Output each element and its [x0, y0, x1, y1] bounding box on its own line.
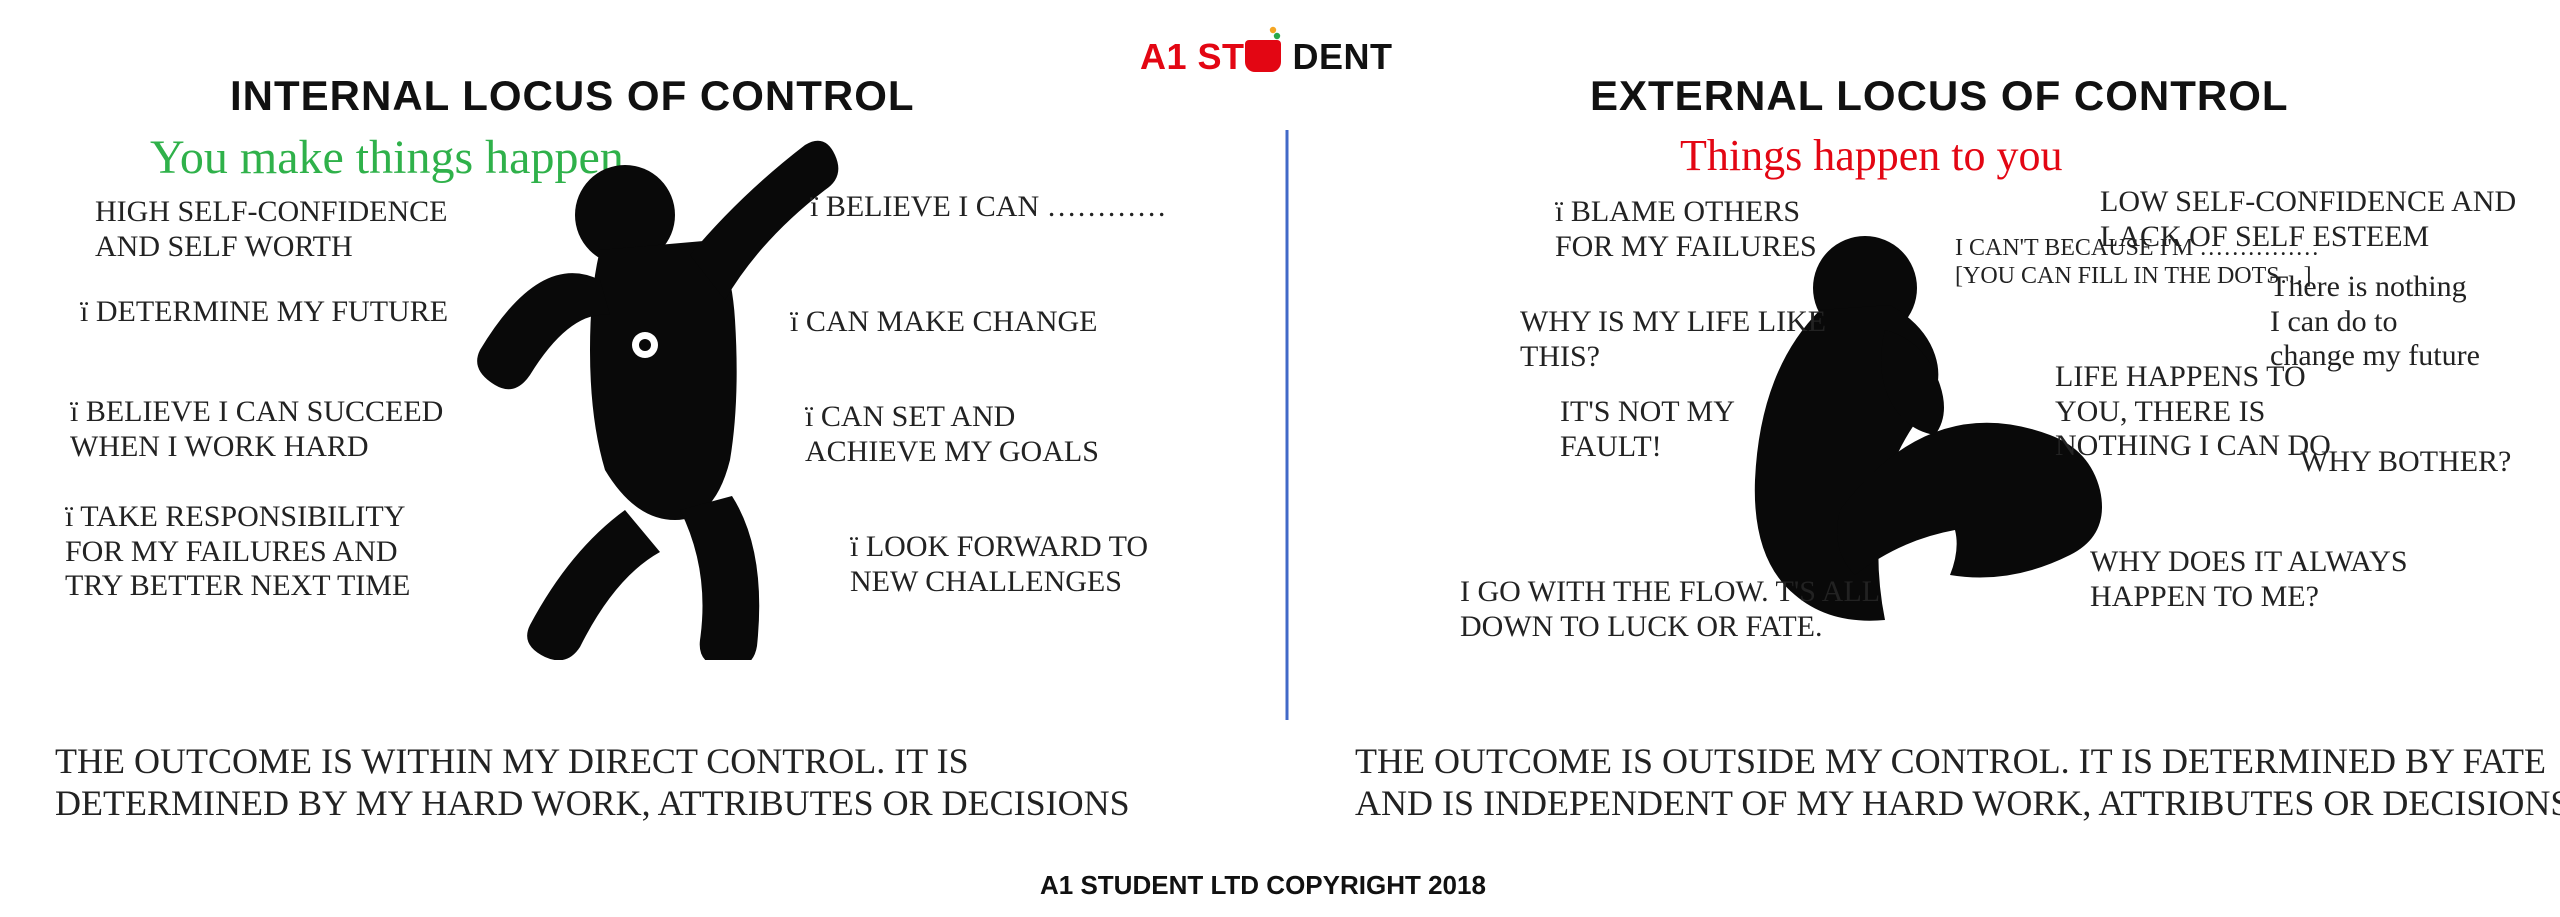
internal-item-6: ï CAN SET AND ACHIEVE MY GOALS [805, 400, 1099, 469]
external-item-8: WHY BOTHER? [2300, 445, 2511, 480]
external-item-0: ï BLAME OTHERS FOR MY FAILURES [1555, 195, 1817, 264]
internal-item-7: ï LOOK FORWARD TO NEW CHALLENGES [850, 530, 1148, 599]
external-title: EXTERNAL LOCUS OF CONTROL [1590, 72, 2289, 120]
internal-item-0: HIGH SELF-CONFIDENCE AND SELF WORTH [95, 195, 448, 264]
infographic-canvas: A1 ST DENT INTERNAL LOCUS OF CONTROL You… [0, 0, 2560, 917]
joyful-figure-icon [440, 140, 860, 660]
external-item-5: LOW SELF-CONFIDENCE AND LACK OF SELF EST… [2100, 185, 2516, 254]
external-item-6: There is nothing I can do to change my f… [2270, 270, 2480, 374]
external-item-9: WHY DOES IT ALWAYS HAPPEN TO ME? [2090, 545, 2408, 614]
external-item-3: I GO WITH THE FLOW. T'S ALL DOWN TO LUCK… [1460, 575, 1880, 644]
internal-title: INTERNAL LOCUS OF CONTROL [230, 72, 915, 120]
external-subtitle: Things happen to you [1680, 130, 2063, 181]
external-item-7: LIFE HAPPENS TO YOU, THERE IS NOTHING I … [2055, 360, 2331, 464]
internal-item-2: ï BELIEVE I CAN SUCCEED WHEN I WORK HARD [70, 395, 443, 464]
external-item-1: WHY IS MY LIFE LIKE THIS? [1520, 305, 1826, 374]
internal-item-3: ï TAKE RESPONSIBILITY FOR MY FAILURES AN… [65, 500, 410, 604]
internal-summary: THE OUTCOME IS WITHIN MY DIRECT CONTROL.… [55, 740, 1130, 824]
internal-item-4: ï BELIEVE I CAN ………… [810, 190, 1167, 225]
external-item-2: IT'S NOT MY FAULT! [1560, 395, 1735, 464]
external-summary: THE OUTCOME IS OUTSIDE MY CONTROL. IT IS… [1355, 740, 2560, 824]
internal-item-1: ï DETERMINE MY FUTURE [80, 295, 448, 330]
internal-item-5: ï CAN MAKE CHANGE [790, 305, 1098, 340]
footer-copyright: A1 STUDENT LTD COPYRIGHT 2018 [1040, 870, 1486, 901]
